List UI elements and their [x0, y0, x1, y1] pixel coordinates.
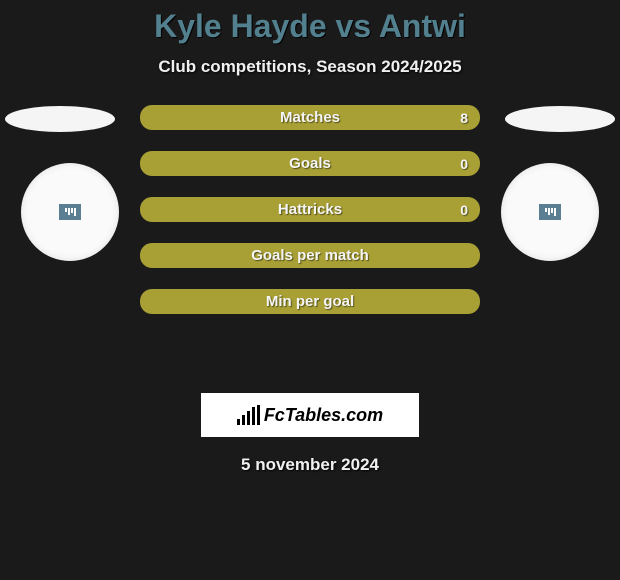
- stat-label: Goals per match: [251, 247, 369, 264]
- stat-label: Goals: [289, 155, 331, 172]
- stat-value-right: 0: [460, 156, 468, 172]
- stat-label: Matches: [280, 109, 340, 126]
- player-left-avatar: [21, 163, 119, 261]
- player-right-avatar: [501, 163, 599, 261]
- logo-box: FcTables.com: [201, 393, 419, 437]
- stat-label: Min per goal: [266, 293, 354, 310]
- stat-row-hattricks: Hattricks 0: [140, 197, 480, 222]
- stat-value-right: 8: [460, 110, 468, 126]
- placeholder-icon: [539, 204, 561, 220]
- stat-row-min-per-goal: Min per goal: [140, 289, 480, 314]
- stat-label: Hattricks: [278, 201, 342, 218]
- comparison-content: Matches 8 Goals 0 Hattricks 0 Goals per …: [0, 105, 620, 385]
- logo-bars-icon: [237, 405, 260, 425]
- page-title: Kyle Hayde vs Antwi: [0, 0, 620, 45]
- subtitle: Club competitions, Season 2024/2025: [0, 57, 620, 77]
- player-left-ellipse: [5, 106, 115, 132]
- logo-text: FcTables.com: [264, 405, 383, 426]
- placeholder-icon: [59, 204, 81, 220]
- stat-row-matches: Matches 8: [140, 105, 480, 130]
- date-text: 5 november 2024: [0, 455, 620, 475]
- logo-content: FcTables.com: [237, 405, 383, 426]
- stat-value-right: 0: [460, 202, 468, 218]
- player-right-ellipse: [505, 106, 615, 132]
- stat-row-goals: Goals 0: [140, 151, 480, 176]
- stat-rows: Matches 8 Goals 0 Hattricks 0 Goals per …: [140, 105, 480, 314]
- stat-row-goals-per-match: Goals per match: [140, 243, 480, 268]
